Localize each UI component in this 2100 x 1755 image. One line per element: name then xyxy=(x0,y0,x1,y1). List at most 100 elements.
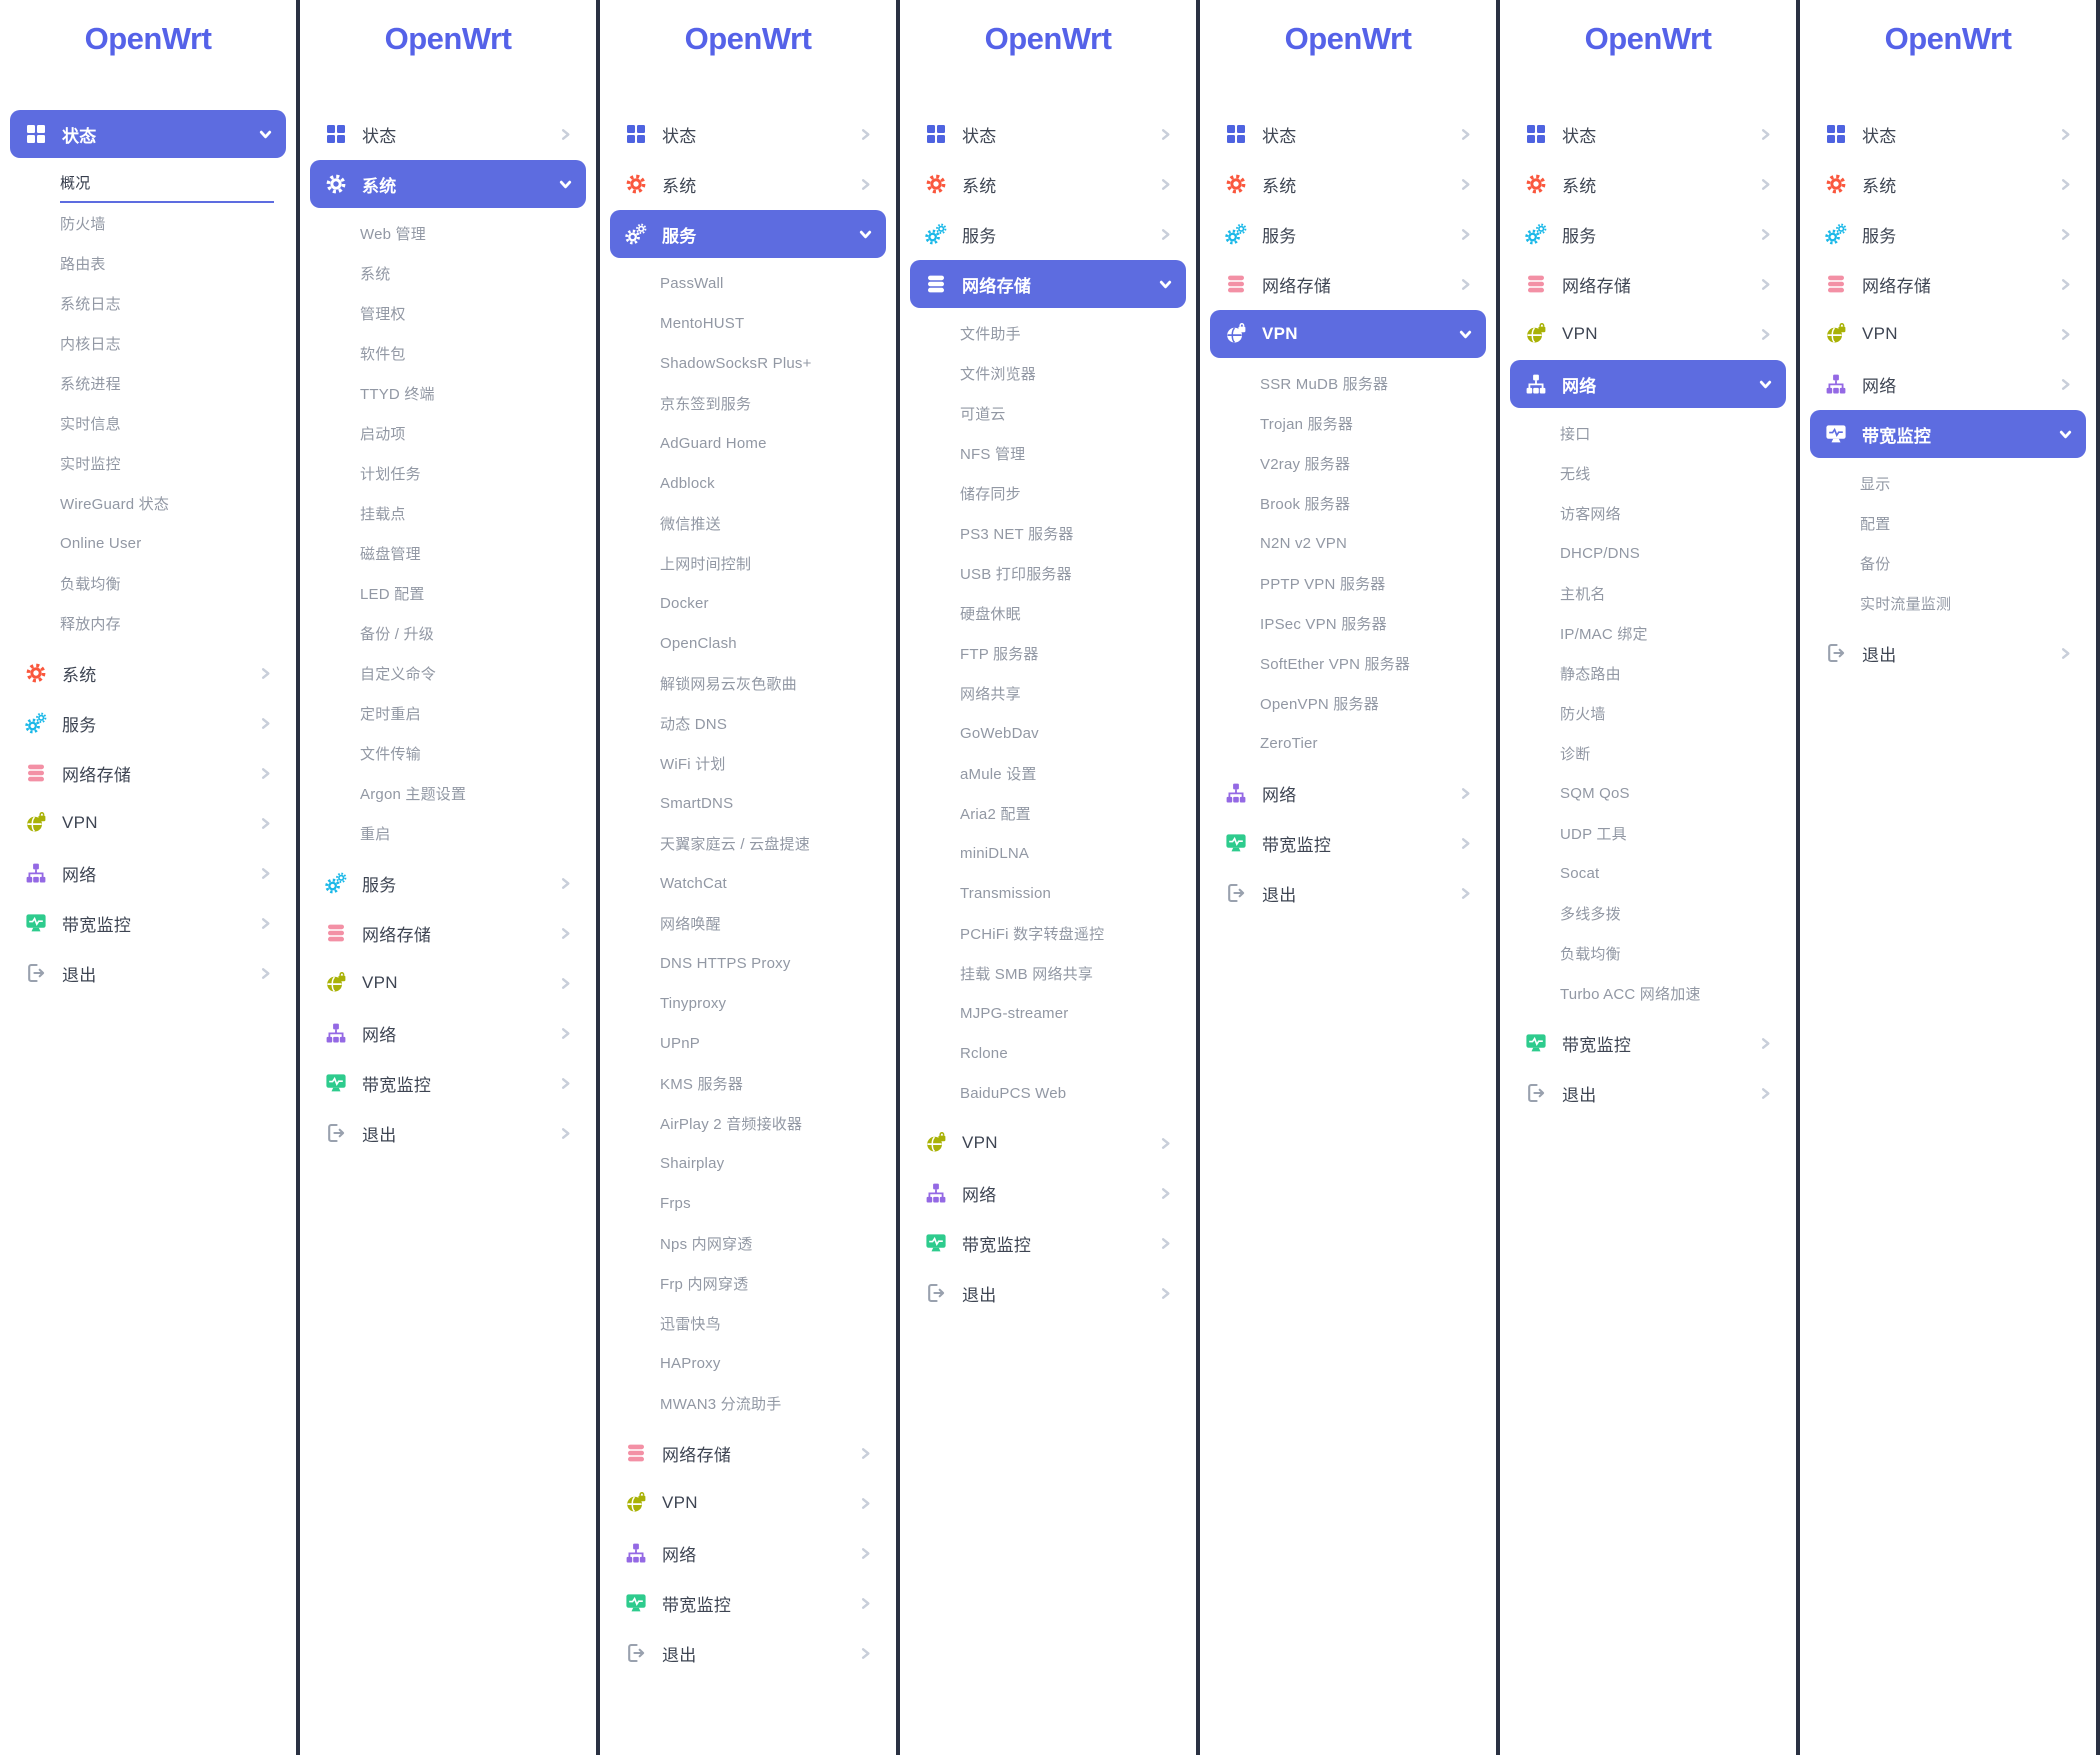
menu-item-logout[interactable]: 退出 xyxy=(10,949,286,997)
submenu-item[interactable]: SQM QoS xyxy=(1560,773,1774,813)
menu-item-vpn[interactable]: VPN xyxy=(910,1119,1186,1167)
menu-item-nas[interactable]: 网络存储 xyxy=(10,749,286,797)
submenu-item[interactable]: 实时监控 xyxy=(60,443,274,483)
menu-item-bandwidth[interactable]: 带宽监控 xyxy=(610,1579,886,1627)
menu-item-services[interactable]: 服务 xyxy=(1210,210,1486,258)
submenu-item[interactable]: V2ray 服务器 xyxy=(1260,443,1474,483)
submenu-item[interactable]: MJPG-streamer xyxy=(960,993,1174,1033)
menu-item-network[interactable]: 网络 xyxy=(610,1529,886,1577)
menu-item-network[interactable]: 网络 xyxy=(10,849,286,897)
submenu-item[interactable]: Nps 内网穿透 xyxy=(660,1223,874,1263)
submenu-item[interactable]: UPnP xyxy=(660,1023,874,1063)
submenu-item[interactable]: 启动项 xyxy=(360,413,574,453)
submenu-item[interactable]: Frp 内网穿透 xyxy=(660,1263,874,1303)
submenu-item[interactable]: 软件包 xyxy=(360,333,574,373)
submenu-item[interactable]: 储存同步 xyxy=(960,473,1174,513)
submenu-item[interactable]: 微信推送 xyxy=(660,503,874,543)
menu-item-status[interactable]: 状态 xyxy=(1810,110,2086,158)
submenu-item[interactable]: MentoHUST xyxy=(660,303,874,343)
submenu-item[interactable]: 定时重启 xyxy=(360,693,574,733)
submenu-item[interactable]: 防火墙 xyxy=(60,203,274,243)
submenu-item[interactable]: OpenVPN 服务器 xyxy=(1260,683,1474,723)
submenu-item[interactable]: Argon 主题设置 xyxy=(360,773,574,813)
submenu-item[interactable]: PassWall xyxy=(660,263,874,303)
menu-item-bandwidth[interactable]: 带宽监控 xyxy=(1810,410,2086,458)
submenu-item[interactable]: SoftEther VPN 服务器 xyxy=(1260,643,1474,683)
menu-item-bandwidth[interactable]: 带宽监控 xyxy=(10,899,286,947)
submenu-item[interactable]: 重启 xyxy=(360,813,574,853)
submenu-item[interactable]: 计划任务 xyxy=(360,453,574,493)
submenu-item[interactable]: 内核日志 xyxy=(60,323,274,363)
menu-item-logout[interactable]: 退出 xyxy=(1510,1069,1786,1117)
menu-item-network[interactable]: 网络 xyxy=(310,1009,586,1057)
menu-item-status[interactable]: 状态 xyxy=(610,110,886,158)
menu-item-network[interactable]: 网络 xyxy=(1810,360,2086,408)
submenu-item[interactable]: 迅雷快鸟 xyxy=(660,1303,874,1343)
submenu-item[interactable]: DNS HTTPS Proxy xyxy=(660,943,874,983)
submenu-item[interactable]: 负载均衡 xyxy=(1560,933,1774,973)
submenu-item[interactable]: 网络唤醒 xyxy=(660,903,874,943)
menu-item-nas[interactable]: 网络存储 xyxy=(1810,260,2086,308)
submenu-item[interactable]: Trojan 服务器 xyxy=(1260,403,1474,443)
submenu-item[interactable]: 诊断 xyxy=(1560,733,1774,773)
submenu-item[interactable]: 系统日志 xyxy=(60,283,274,323)
submenu-item[interactable]: miniDLNA xyxy=(960,833,1174,873)
submenu-item[interactable]: 天翼家庭云 / 云盘提速 xyxy=(660,823,874,863)
submenu-item[interactable]: 防火墙 xyxy=(1560,693,1774,733)
menu-item-status[interactable]: 状态 xyxy=(1510,110,1786,158)
submenu-item[interactable]: HAProxy xyxy=(660,1343,874,1383)
menu-item-system[interactable]: 系统 xyxy=(1810,160,2086,208)
submenu-item[interactable]: 主机名 xyxy=(1560,573,1774,613)
menu-item-network[interactable]: 网络 xyxy=(1210,769,1486,817)
submenu-item[interactable]: 显示 xyxy=(1860,463,2074,503)
menu-item-nas[interactable]: 网络存储 xyxy=(910,260,1186,308)
submenu-item[interactable]: OpenClash xyxy=(660,623,874,663)
submenu-item[interactable]: PPTP VPN 服务器 xyxy=(1260,563,1474,603)
submenu-item[interactable]: WireGuard 状态 xyxy=(60,483,274,523)
menu-item-nas[interactable]: 网络存储 xyxy=(310,909,586,957)
submenu-item[interactable]: 负载均衡 xyxy=(60,563,274,603)
submenu-item[interactable]: PS3 NET 服务器 xyxy=(960,513,1174,553)
submenu-item[interactable]: 备份 xyxy=(1860,543,2074,583)
submenu-item[interactable]: 访客网络 xyxy=(1560,493,1774,533)
menu-item-status[interactable]: 状态 xyxy=(310,110,586,158)
menu-item-system[interactable]: 系统 xyxy=(910,160,1186,208)
menu-item-nas[interactable]: 网络存储 xyxy=(1510,260,1786,308)
menu-item-network[interactable]: 网络 xyxy=(910,1169,1186,1217)
submenu-item[interactable]: 概况 xyxy=(60,163,274,203)
menu-item-vpn[interactable]: VPN xyxy=(10,799,286,847)
menu-item-vpn[interactable]: VPN xyxy=(1810,310,2086,358)
menu-item-services[interactable]: 服务 xyxy=(1810,210,2086,258)
menu-item-status[interactable]: 状态 xyxy=(10,110,286,158)
submenu-item[interactable]: USB 打印服务器 xyxy=(960,553,1174,593)
submenu-item[interactable]: LED 配置 xyxy=(360,573,574,613)
submenu-item[interactable]: 系统 xyxy=(360,253,574,293)
submenu-item[interactable]: IPSec VPN 服务器 xyxy=(1260,603,1474,643)
submenu-item[interactable]: Brook 服务器 xyxy=(1260,483,1474,523)
menu-item-logout[interactable]: 退出 xyxy=(610,1629,886,1677)
submenu-item[interactable]: AirPlay 2 音频接收器 xyxy=(660,1103,874,1143)
submenu-item[interactable]: Shairplay xyxy=(660,1143,874,1183)
menu-item-logout[interactable]: 退出 xyxy=(1810,629,2086,677)
submenu-item[interactable]: Docker xyxy=(660,583,874,623)
menu-item-bandwidth[interactable]: 带宽监控 xyxy=(310,1059,586,1107)
submenu-item[interactable]: NFS 管理 xyxy=(960,433,1174,473)
submenu-item[interactable]: Rclone xyxy=(960,1033,1174,1073)
submenu-item[interactable]: PCHiFi 数字转盘遥控 xyxy=(960,913,1174,953)
submenu-item[interactable]: UDP 工具 xyxy=(1560,813,1774,853)
menu-item-system[interactable]: 系统 xyxy=(10,649,286,697)
menu-item-vpn[interactable]: VPN xyxy=(610,1479,886,1527)
submenu-item[interactable]: DHCP/DNS xyxy=(1560,533,1774,573)
submenu-item[interactable]: 硬盘休眠 xyxy=(960,593,1174,633)
submenu-item[interactable]: aMule 设置 xyxy=(960,753,1174,793)
menu-item-status[interactable]: 状态 xyxy=(910,110,1186,158)
menu-item-vpn[interactable]: VPN xyxy=(1210,310,1486,358)
submenu-item[interactable]: Online User xyxy=(60,523,274,563)
submenu-item[interactable]: 网络共享 xyxy=(960,673,1174,713)
submenu-item[interactable]: N2N v2 VPN xyxy=(1260,523,1474,563)
submenu-item[interactable]: WatchCat xyxy=(660,863,874,903)
menu-item-bandwidth[interactable]: 带宽监控 xyxy=(1510,1019,1786,1067)
submenu-item[interactable]: Frps xyxy=(660,1183,874,1223)
submenu-item[interactable]: AdGuard Home xyxy=(660,423,874,463)
submenu-item[interactable]: MWAN3 分流助手 xyxy=(660,1383,874,1423)
